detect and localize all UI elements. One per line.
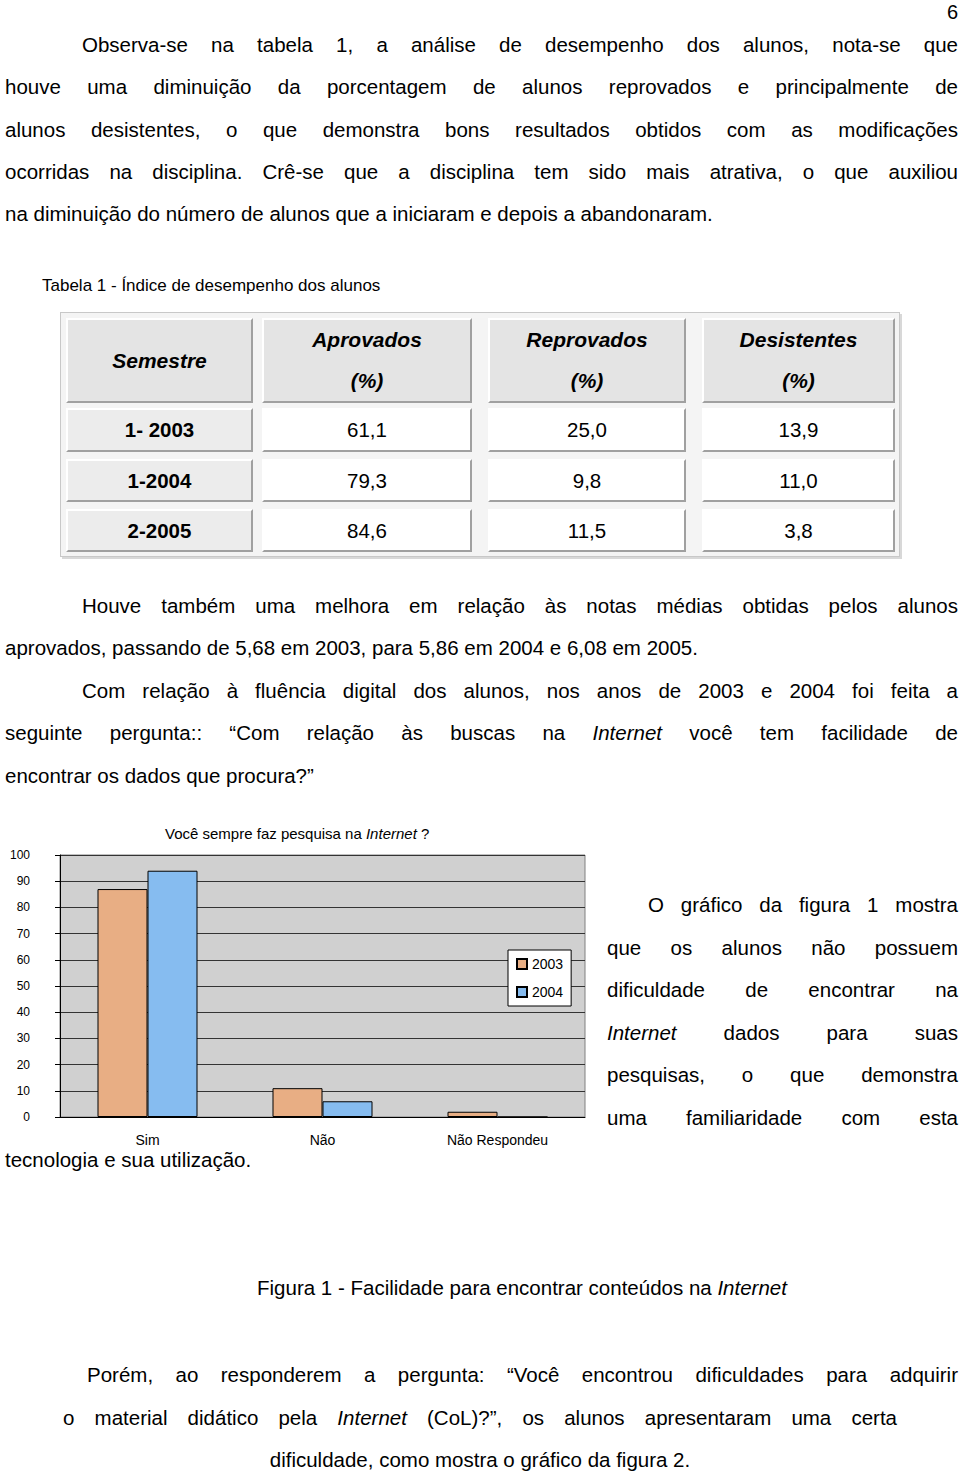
svg-text:2003: 2003 — [532, 956, 563, 972]
html-text:o material didático pela Inter: o material didático pela Internet (CoL)?… — [63, 1406, 897, 1429]
html-text:Porém, ao responderem a pergun: Porém, ao responderem a pergunta: “Você … — [87, 1363, 958, 1386]
svg-text:80: 80 — [17, 900, 31, 914]
html-text:dificuldade, como mostra o grá: dificuldade, como mostra o gráfico da fi… — [269, 1448, 691, 1471]
svg-text:Sim: Sim — [135, 1132, 159, 1148]
html-text:dificuldade de encontrar na: dificuldade de encontrar na — [607, 978, 958, 1002]
html-text:seguinte pergunta:: “Com relaç: seguinte pergunta:: “Com relação às busc… — [5, 721, 958, 745]
svg-text:50: 50 — [17, 979, 31, 993]
html-text:tecnologia e sua utilização.: tecnologia e sua utilização. — [5, 1148, 252, 1171]
html-text:11,0: 11,0 — [779, 468, 818, 492]
html-text:1- 2003: 1- 2003 — [124, 418, 195, 441]
html-text:13,9: 13,9 — [778, 418, 819, 441]
svg-text:Não: Não — [310, 1132, 336, 1148]
html-text:6: 6 — [946, 1, 958, 23]
svg-text:0: 0 — [23, 1110, 30, 1124]
svg-text:20: 20 — [17, 1058, 31, 1072]
html-text:alunos desistentes, o que demo: alunos desistentes, o que demonstra bons… — [5, 117, 958, 141]
html-text:que os alunos não possuem: que os alunos não possuem — [607, 935, 958, 959]
svg-text:Não Respondeu: Não Respondeu — [447, 1132, 548, 1148]
html-text:Internet dados para suas: Internet dados para suas — [607, 1020, 958, 1044]
html-text:Com relação à fluência digital: Com relação à fluência digital dos aluno… — [82, 679, 958, 702]
svg-text:100: 100 — [10, 848, 30, 862]
html-text:25,0: 25,0 — [567, 418, 607, 441]
html-text:1-2004: 1-2004 — [127, 468, 192, 492]
svg-text:?: ? — [417, 825, 430, 842]
html-text:Observa-se na tabela 1, a anál: Observa-se na tabela 1, a análise de des… — [82, 33, 958, 56]
html-text:na diminuição do número de alu: na diminuição do número de alunos que a … — [5, 202, 713, 226]
html-text:houve uma diminuição da porcen: houve uma diminuição da porcentagem de a… — [5, 75, 958, 99]
html-text:Houve também uma melhora em re: Houve também uma melhora em relação às n… — [82, 594, 958, 617]
html-text:Reprovados: Reprovados — [526, 328, 648, 352]
html-text:Figura 1 - Facilidade para enc: Figura 1 - Facilidade para encontrar con… — [257, 1276, 787, 1299]
svg-text:30: 30 — [17, 1031, 31, 1045]
svg-text:40: 40 — [17, 1005, 31, 1019]
html-text:pesquisas, o que demonstra: pesquisas, o que demonstra — [607, 1063, 958, 1087]
html-text:O gráfico da figura 1 mostra: O gráfico da figura 1 mostra — [648, 893, 958, 916]
html-text:Aprovados: Aprovados — [312, 328, 422, 352]
html-text:ocorridas na disciplina. Crê-s: ocorridas na disciplina. Crê-se que a di… — [5, 159, 958, 183]
svg-text:10: 10 — [17, 1084, 31, 1098]
svg-text:Internet: Internet — [366, 825, 418, 842]
html-text:2-2005: 2-2005 — [127, 518, 192, 542]
svg-text:2004: 2004 — [532, 984, 563, 1000]
html-text:Tabela 1 - Índice de desempenh: Tabela 1 - Índice de desempenho dos alun… — [42, 276, 381, 295]
svg-text:70: 70 — [17, 927, 31, 941]
html-text:61,1: 61,1 — [347, 418, 387, 441]
svg-text:Você sempre faz pesquisa na: Você sempre faz pesquisa na — [165, 825, 366, 842]
html-text:79,3: 79,3 — [347, 468, 387, 492]
html-text:uma familiaridade com esta: uma familiaridade com esta — [607, 1106, 958, 1129]
html-text:11,5: 11,5 — [567, 518, 607, 542]
html-text:Desistentes: Desistentes — [739, 328, 858, 352]
html-text:3,8: 3,8 — [784, 518, 813, 542]
svg-text:60: 60 — [17, 953, 31, 967]
html-text:84,6: 84,6 — [347, 518, 387, 542]
html-text:Semestre: Semestre — [112, 348, 207, 372]
html-text:9,8: 9,8 — [572, 468, 602, 492]
html-text:encontrar os dados que procura: encontrar os dados que procura?” — [5, 763, 314, 787]
html-text:aprovados, passando de 5,68 em: aprovados, passando de 5,68 em 2003, par… — [5, 636, 698, 660]
svg-text:90: 90 — [17, 874, 31, 888]
